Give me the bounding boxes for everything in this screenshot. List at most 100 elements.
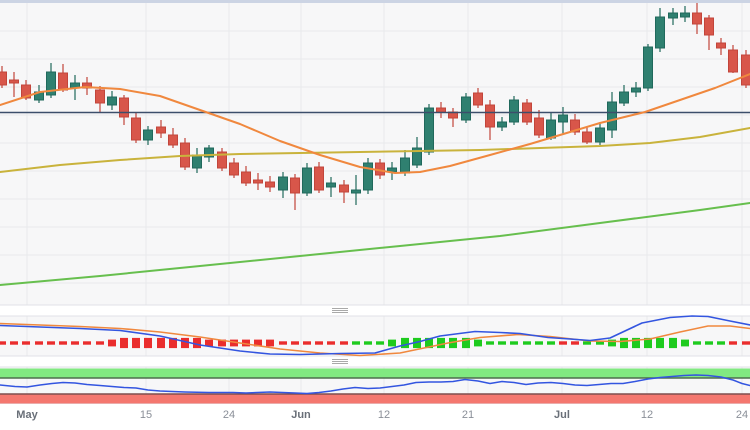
macd-histogram-down bbox=[291, 341, 299, 345]
x-axis-label: 12 bbox=[377, 409, 391, 421]
candle-down bbox=[704, 17, 714, 36]
candle-down bbox=[95, 89, 105, 104]
macd-histogram-up bbox=[413, 337, 421, 349]
macd-histogram-up bbox=[705, 341, 713, 345]
candle-up bbox=[509, 99, 519, 123]
candle-up bbox=[643, 46, 653, 89]
candle-up bbox=[424, 107, 434, 153]
macd-histogram-up bbox=[388, 339, 396, 347]
macd-histogram-down bbox=[144, 337, 152, 349]
candle-down bbox=[290, 177, 300, 194]
macd-histogram-down bbox=[108, 339, 116, 347]
macd-histogram-down bbox=[242, 339, 250, 347]
macd-histogram-down bbox=[729, 341, 737, 345]
macd-histogram-down bbox=[266, 339, 274, 347]
macd-histogram-down bbox=[279, 341, 287, 345]
candle-up bbox=[143, 129, 153, 141]
rsi-line bbox=[0, 374, 750, 395]
candle-up bbox=[302, 167, 312, 194]
macd-histogram-up bbox=[596, 341, 604, 345]
macd-histogram-down bbox=[742, 341, 750, 345]
candle-down bbox=[119, 97, 129, 118]
candle-up bbox=[655, 16, 665, 49]
candle-up bbox=[326, 182, 336, 188]
x-axis-label: 15 bbox=[139, 409, 153, 421]
candle-up bbox=[461, 96, 471, 121]
candle-up bbox=[558, 114, 568, 123]
candle-down bbox=[229, 162, 239, 176]
candle-up bbox=[351, 189, 361, 194]
x-axis-label: Jun bbox=[291, 409, 311, 421]
candle-down bbox=[692, 12, 702, 25]
macd-histogram-up bbox=[498, 341, 506, 345]
candle-up bbox=[631, 87, 641, 93]
x-axis-label: May bbox=[16, 409, 38, 421]
macd-histogram-down bbox=[315, 341, 323, 345]
candle-down bbox=[534, 117, 544, 136]
macd-histogram-up bbox=[644, 337, 652, 349]
candle-up bbox=[607, 101, 617, 131]
macd-histogram-up bbox=[474, 339, 482, 347]
macd-histogram-up bbox=[462, 337, 470, 349]
macd-histogram-up bbox=[620, 337, 628, 349]
ma-fast-orange-line bbox=[0, 73, 750, 174]
macd-histogram-down bbox=[230, 339, 238, 347]
macd-histogram-down bbox=[10, 341, 18, 345]
macd-histogram-up bbox=[425, 337, 433, 349]
pane-resize-handle-upper[interactable] bbox=[330, 307, 350, 315]
macd-histogram-down bbox=[327, 341, 335, 345]
macd-histogram-down bbox=[571, 341, 579, 345]
candle-down bbox=[217, 151, 227, 169]
macd-pane-bg bbox=[0, 316, 750, 356]
candle-up bbox=[46, 71, 56, 96]
macd-histogram-down bbox=[59, 341, 67, 345]
macd-histogram-up bbox=[401, 337, 409, 349]
candle-down bbox=[485, 104, 495, 128]
macd-signal-line bbox=[0, 322, 750, 357]
macd-histogram-down bbox=[340, 341, 348, 345]
candle-down bbox=[473, 92, 483, 106]
macd-histogram-up bbox=[352, 341, 360, 345]
macd-histogram-down bbox=[157, 337, 165, 349]
oversold-band bbox=[0, 394, 750, 404]
ma-mid-yellow-line bbox=[0, 127, 750, 173]
macd-histogram-down bbox=[47, 341, 55, 345]
candle-up bbox=[497, 121, 507, 128]
candle-down bbox=[436, 107, 446, 113]
candle-down bbox=[570, 119, 580, 133]
candle-down bbox=[265, 181, 275, 188]
ma-slow-green-line bbox=[0, 202, 750, 286]
macd-histogram-down bbox=[559, 341, 567, 345]
macd-histogram-down bbox=[205, 339, 213, 347]
candle-up bbox=[619, 91, 629, 104]
candle-up bbox=[595, 127, 605, 143]
macd-histogram-up bbox=[523, 341, 531, 345]
macd-histogram-down bbox=[181, 337, 189, 349]
candle-down bbox=[9, 79, 19, 84]
pane-resize-handle-lower[interactable] bbox=[330, 358, 350, 366]
x-axis-label: 12 bbox=[640, 409, 654, 421]
macd-histogram-down bbox=[303, 341, 311, 345]
candle-down bbox=[339, 184, 349, 193]
candle-up bbox=[204, 147, 214, 158]
candle-down bbox=[314, 166, 324, 191]
macd-histogram-up bbox=[535, 341, 543, 345]
macd-histogram-up bbox=[693, 341, 701, 345]
candle-down bbox=[21, 84, 31, 99]
candle-down bbox=[716, 42, 726, 49]
candle-down bbox=[253, 179, 263, 184]
macd-histogram-up bbox=[717, 341, 725, 345]
macd-histogram-down bbox=[22, 341, 30, 345]
macd-histogram-up bbox=[449, 337, 457, 349]
x-axis-label: 24 bbox=[735, 409, 749, 421]
macd-histogram-up bbox=[681, 339, 689, 347]
macd-histogram-down bbox=[169, 337, 177, 349]
candle-down bbox=[156, 126, 166, 134]
main-pane-bg bbox=[0, 3, 750, 305]
x-axis[interactable]: May 15 24 Jun 12 21 Jul 12 24 bbox=[0, 404, 750, 430]
candle-down bbox=[741, 54, 750, 86]
candle-down bbox=[241, 171, 251, 184]
